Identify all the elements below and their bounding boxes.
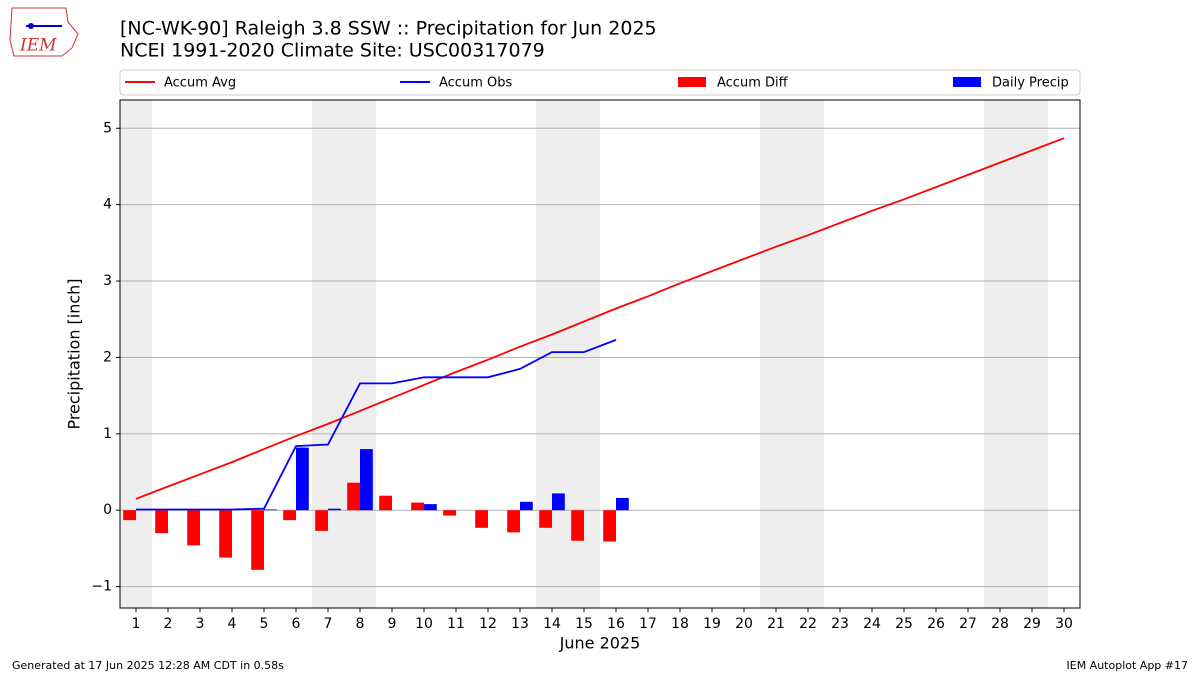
weekend-shade	[536, 100, 568, 608]
x-tick-label: 27	[959, 616, 977, 632]
x-tick-label: 6	[292, 616, 301, 632]
legend-label: Accum Diff	[717, 76, 789, 91]
bar	[539, 510, 552, 528]
x-tick-label: 1	[132, 616, 141, 632]
legend-swatch	[953, 77, 981, 87]
weekend-shade	[344, 100, 376, 608]
x-tick-label: 19	[703, 616, 721, 632]
y-tick-label: 0	[103, 502, 112, 518]
x-tick-label: 18	[671, 616, 689, 632]
weekend-shade	[984, 100, 1016, 608]
chart-title: [NC-WK-90] Raleigh 3.8 SSW :: Precipitat…	[120, 18, 657, 40]
x-tick-label: 22	[799, 616, 817, 632]
y-tick-label: 3	[103, 273, 112, 289]
x-tick-label: 21	[767, 616, 785, 632]
legend-box	[119, 69, 1081, 96]
x-tick-label: 12	[479, 616, 497, 632]
x-tick-label: 13	[511, 616, 529, 632]
weekend-shade	[120, 100, 152, 608]
x-tick-label: 2	[164, 616, 173, 632]
x-tick-label: 4	[228, 616, 237, 632]
line	[136, 339, 617, 511]
bar	[283, 510, 296, 521]
x-tick-label: 9	[388, 616, 397, 632]
x-tick-label: 28	[991, 616, 1009, 632]
line	[135, 137, 1065, 500]
x-tick-label: 16	[607, 616, 625, 632]
chart-subtitle: NCEI 1991-2020 Climate Site: USC00317079	[120, 40, 545, 62]
bar	[123, 510, 136, 521]
bar	[507, 510, 520, 533]
y-tick-label: 4	[103, 197, 112, 213]
weekend-shade	[312, 100, 344, 608]
plot-frame	[119, 99, 1081, 609]
x-tick-label: 8	[356, 616, 365, 632]
legend-label: Daily Precip	[992, 76, 1069, 91]
x-tick-label: 11	[447, 616, 465, 632]
logo-outline	[9, 7, 79, 57]
footer-left: Generated at 17 Jun 2025 12:28 AM CDT in…	[12, 659, 284, 672]
y-tick-label: 1	[103, 426, 112, 442]
bar	[296, 447, 309, 511]
bar	[264, 509, 277, 511]
bar	[411, 502, 424, 511]
bar	[315, 510, 328, 531]
bar	[603, 510, 616, 542]
bar	[520, 501, 533, 511]
bar	[475, 510, 488, 528]
x-tick-label: 29	[1023, 616, 1041, 632]
x-tick-label: 24	[863, 616, 881, 632]
bar	[347, 482, 360, 511]
x-tick-label: 7	[324, 616, 333, 632]
bar	[552, 493, 565, 511]
x-tick-label: 5	[260, 616, 269, 632]
bar	[379, 495, 392, 511]
bar	[251, 510, 264, 570]
bar	[219, 510, 232, 558]
bar	[187, 510, 200, 546]
legend-swatch	[678, 77, 706, 87]
y-tick-label: 2	[103, 349, 112, 365]
bar	[443, 510, 456, 516]
y-tick-label: −1	[91, 579, 112, 595]
legend-label: Accum Avg	[164, 76, 236, 91]
y-axis-label: Precipitation [inch]	[65, 278, 84, 429]
bar	[328, 508, 341, 511]
bar	[424, 504, 437, 511]
x-tick-label: 14	[543, 616, 561, 632]
logo-icon	[28, 23, 34, 29]
legend-label: Accum Obs	[439, 76, 512, 91]
x-tick-label: 3	[196, 616, 205, 632]
plot-area	[120, 100, 1080, 608]
x-tick-label: 30	[1055, 616, 1073, 632]
x-axis-label: June 2025	[559, 634, 641, 653]
x-tick-label: 15	[575, 616, 593, 632]
logo: IEM	[9, 7, 79, 57]
x-tick-label: 10	[415, 616, 433, 632]
x-tick-label: 26	[927, 616, 945, 632]
footer-right: IEM Autoplot App #17	[1067, 659, 1189, 672]
bar	[616, 497, 629, 511]
weekend-shade	[760, 100, 792, 608]
bar	[155, 510, 168, 534]
y-tick-label: 5	[103, 120, 112, 136]
weekend-shade	[1016, 100, 1048, 608]
weekend-shade	[792, 100, 824, 608]
x-tick-label: 23	[831, 616, 849, 632]
x-tick-label: 25	[895, 616, 913, 632]
bar	[571, 510, 584, 541]
x-tick-label: 17	[639, 616, 657, 632]
logo-text: IEM	[19, 36, 57, 56]
x-tick-label: 20	[735, 616, 753, 632]
bar	[360, 449, 373, 511]
